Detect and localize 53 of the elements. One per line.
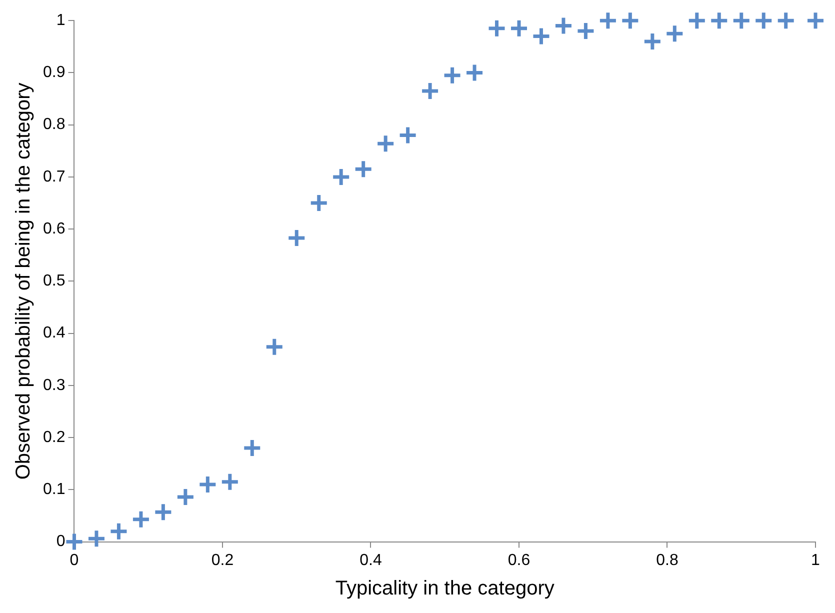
point xyxy=(464,62,484,82)
point xyxy=(198,474,218,494)
point xyxy=(709,10,729,30)
x-tick-label: 0.4 xyxy=(360,552,382,569)
point xyxy=(664,24,684,44)
y-tick-label: 0.1 xyxy=(42,481,66,498)
point xyxy=(331,167,351,187)
y-tick-label: 0 xyxy=(56,533,66,550)
point xyxy=(108,522,128,542)
point xyxy=(131,510,151,530)
point xyxy=(806,10,826,30)
point xyxy=(86,528,106,548)
y-tick-label: 0.3 xyxy=(42,376,66,394)
point xyxy=(354,159,374,179)
point xyxy=(531,26,551,46)
point xyxy=(620,10,640,30)
point xyxy=(420,81,440,101)
point xyxy=(264,337,284,357)
x-tick-label: 0.6 xyxy=(508,552,530,569)
point xyxy=(509,18,529,38)
point xyxy=(286,228,306,248)
y-tick-label: 0.5 xyxy=(42,272,66,290)
x-tick-label: 0 xyxy=(70,552,79,569)
point xyxy=(642,32,662,52)
y-tick-label: 0.9 xyxy=(42,64,66,82)
y-tick-label: 0.7 xyxy=(42,168,66,186)
point xyxy=(732,10,752,30)
point xyxy=(576,21,596,41)
y-tick-label: 0.2 xyxy=(42,428,66,446)
point xyxy=(776,10,796,30)
point xyxy=(242,438,262,458)
point xyxy=(487,18,507,38)
point xyxy=(554,16,574,36)
point xyxy=(598,10,618,30)
point xyxy=(398,126,418,146)
y-axis-title: Observed probability of being in the category xyxy=(12,82,35,480)
x-tick-label: 1 xyxy=(811,552,820,569)
x-tick-label: 0.8 xyxy=(656,552,678,569)
point xyxy=(153,502,173,522)
point xyxy=(309,193,329,213)
y-tick-label: 0.4 xyxy=(42,324,66,342)
point xyxy=(176,487,196,507)
point xyxy=(220,472,240,492)
x-axis-title: Typicality in the category xyxy=(335,578,554,600)
point xyxy=(376,134,396,154)
point xyxy=(687,10,707,30)
y-tick-label: 0.8 xyxy=(42,116,66,134)
point xyxy=(442,66,462,86)
y-tick-label: 0.6 xyxy=(42,220,66,238)
y-tick-label: 1 xyxy=(56,12,66,30)
point xyxy=(754,10,774,30)
x-tick-label: 0.2 xyxy=(211,552,234,569)
point xyxy=(64,532,84,552)
